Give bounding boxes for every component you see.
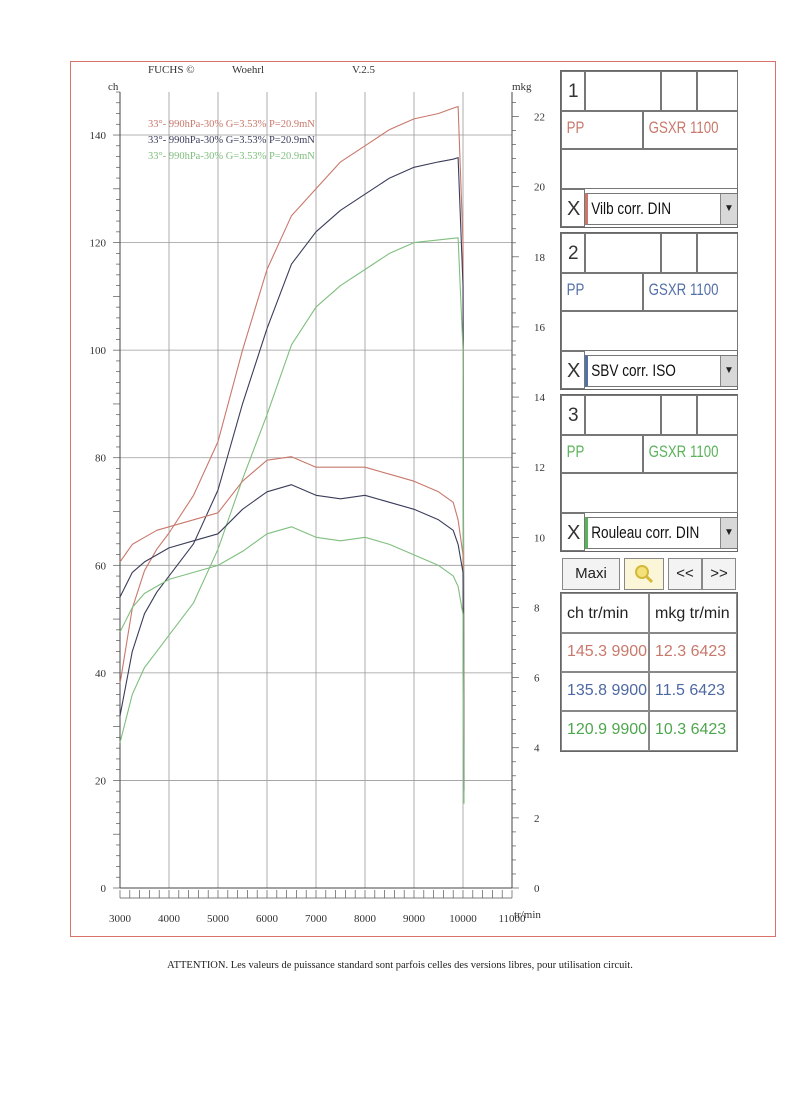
previous-button[interactable]: <<	[668, 558, 702, 590]
power-curve-2	[119, 157, 465, 792]
x-tick-label: 6000	[256, 913, 279, 925]
x-tick-label: 11000	[498, 913, 526, 925]
correction-select[interactable]: SBV corr. ISO ▼	[585, 355, 738, 387]
legend-entry-1: 33°- 990hPa-30% G=3.53% P=20.9mN	[148, 119, 315, 130]
run-panel-3: 3 PP GSXR 1100 X Rouleau corr. DIN ▼	[560, 394, 738, 552]
report-frame	[70, 61, 776, 937]
run-model: GSXR 1100	[643, 435, 738, 473]
chevron-down-icon[interactable]: ▼	[720, 356, 737, 386]
table-row-3-power: 120.9 9900	[561, 711, 649, 751]
run-number: 1	[561, 71, 585, 111]
run-code: PP	[561, 273, 643, 311]
run-code: PP	[561, 435, 643, 473]
y-tick-label: 120	[90, 238, 107, 250]
run-slot	[661, 71, 697, 111]
run-number: 2	[561, 233, 585, 273]
y2-tick-label: 8	[534, 602, 540, 614]
magnifier-icon	[635, 565, 654, 584]
x-tick-label: 3000	[109, 913, 132, 925]
correction-select[interactable]: Vilb corr. DIN ▼	[585, 193, 738, 225]
run-number: 3	[561, 395, 585, 435]
operator-label: Woehrl	[232, 64, 265, 76]
y2-tick-label: 2	[534, 813, 540, 825]
table-header-power: ch tr/min	[561, 593, 649, 633]
table-header-torque: mkg tr/min	[649, 593, 737, 633]
vendor-label: FUCHS ©	[148, 64, 195, 76]
y-tick-label: 60	[95, 560, 107, 572]
results-table: ch tr/min mkg tr/min 145.3 9900 12.3 642…	[560, 592, 738, 752]
x-tick-label: 7000	[305, 913, 328, 925]
y2-tick-label: 10	[534, 532, 546, 544]
y2-tick-label: 12	[534, 462, 545, 474]
maxi-button[interactable]: Maxi	[562, 558, 620, 590]
chevron-down-icon[interactable]: ▼	[720, 194, 737, 224]
run-slot	[585, 233, 661, 273]
run-slot	[661, 395, 697, 435]
run-slot	[661, 233, 697, 273]
version-label: V.2.5	[352, 64, 376, 76]
run-slot	[697, 233, 738, 273]
y2-tick-label: 16	[534, 322, 546, 334]
legend-entry-3: 33°- 990hPa-30% G=3.53% P=20.9mN	[148, 151, 315, 162]
y2-tick-label: 20	[534, 182, 546, 194]
table-row-2-power: 135.8 9900	[561, 672, 649, 711]
remove-run-button[interactable]: X	[561, 351, 585, 389]
run-model: GSXR 1100	[643, 111, 738, 149]
y2-tick-label: 6	[534, 673, 540, 685]
y-tick-label: 0	[101, 883, 107, 895]
power-curve-1	[119, 105, 465, 781]
run-notes	[561, 311, 738, 351]
right-unit-label: mkg	[512, 81, 532, 93]
zoom-button[interactable]	[624, 558, 664, 590]
legend-entry-2: 33°- 990hPa-30% G=3.53% P=20.9mN	[148, 135, 315, 146]
run-notes	[561, 149, 738, 189]
x-tick-label: 9000	[403, 913, 426, 925]
disclaimer-text: ATTENTION. Les valeurs de puissance stan…	[167, 960, 633, 971]
y2-tick-label: 4	[534, 743, 540, 755]
table-row-3-torque: 10.3 6423	[649, 711, 737, 751]
y-tick-label: 20	[95, 775, 107, 787]
y2-tick-label: 14	[534, 392, 546, 404]
remove-run-button[interactable]: X	[561, 189, 585, 227]
correction-select[interactable]: Rouleau corr. DIN ▼	[585, 517, 738, 549]
table-row-1-torque: 12.3 6423	[649, 633, 737, 672]
y-tick-label: 100	[90, 345, 107, 357]
chart-grid	[120, 92, 512, 889]
run-panel-1: 1 PP GSXR 1100 X Vilb corr. DIN ▼	[560, 70, 738, 228]
run-slot	[585, 395, 661, 435]
power-curve-3	[119, 237, 465, 802]
run-slot	[697, 71, 738, 111]
torque-curve-2	[119, 484, 465, 790]
x-tick-label: 8000	[354, 913, 377, 925]
x-unit-label: tr/min	[514, 909, 541, 921]
torque-curve-3	[119, 526, 465, 804]
torque-curve-1	[119, 456, 465, 783]
chart-legend: 33°- 990hPa-30% G=3.53% P=20.9mN 33°- 990…	[148, 119, 315, 162]
run-slot	[697, 395, 738, 435]
remove-run-button[interactable]: X	[561, 513, 585, 551]
table-row-2-torque: 11.5 6423	[649, 672, 737, 711]
x-tick-label: 5000	[207, 913, 230, 925]
run-notes	[561, 473, 738, 513]
y-tick-label: 40	[95, 668, 107, 680]
x-tick-label: 4000	[158, 913, 181, 925]
y2-tick-label: 22	[534, 112, 545, 124]
y-tick-label: 80	[95, 453, 107, 465]
y2-tick-label: 18	[534, 252, 546, 264]
y-tick-label: 140	[90, 130, 107, 142]
chart-curves	[119, 105, 465, 804]
run-code: PP	[561, 111, 643, 149]
left-unit-label: ch	[108, 81, 119, 93]
run-panel-2: 2 PP GSXR 1100 X SBV corr. ISO ▼	[560, 232, 738, 390]
chevron-down-icon[interactable]: ▼	[720, 518, 737, 548]
run-model: GSXR 1100	[643, 273, 738, 311]
y2-tick-label: 0	[534, 883, 540, 895]
next-button[interactable]: >>	[702, 558, 736, 590]
x-tick-label: 10000	[449, 913, 477, 925]
table-row-1-power: 145.3 9900	[561, 633, 649, 672]
run-slot	[585, 71, 661, 111]
